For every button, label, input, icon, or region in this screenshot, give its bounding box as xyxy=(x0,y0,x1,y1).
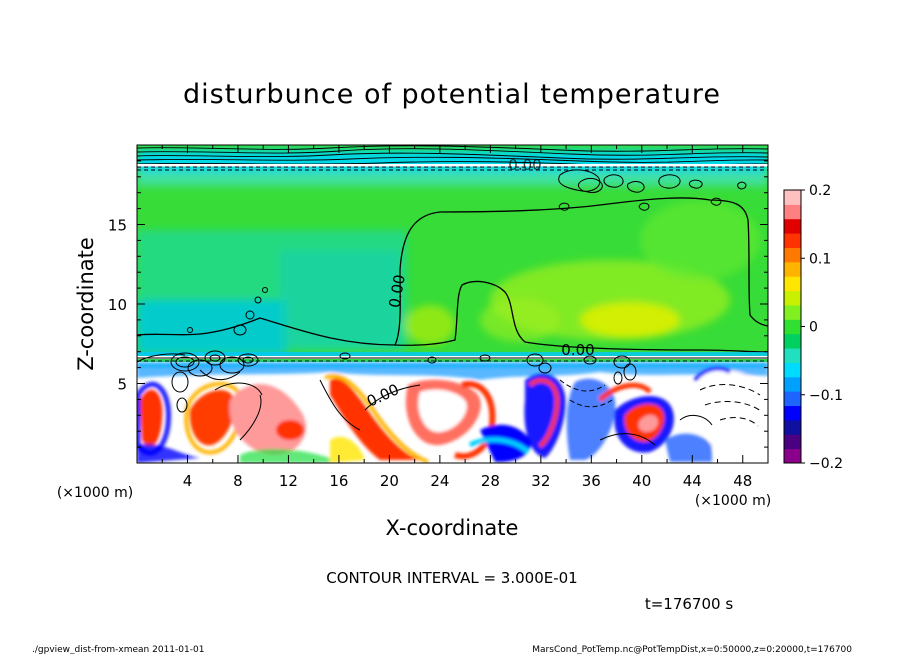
top-white-gap xyxy=(137,164,768,167)
colorbar-tick-label: −0.1 xyxy=(809,388,843,404)
x-tick-label: 16 xyxy=(329,472,348,490)
colorbar-segment xyxy=(784,434,801,450)
x-tick-label: 28 xyxy=(481,472,500,490)
y-tick-label: 15 xyxy=(108,217,127,235)
colorbar-segment xyxy=(784,319,801,335)
colorbar: 0.2 0.1 0 −0.1 −0.2 xyxy=(783,183,843,472)
x-tick-label: 20 xyxy=(380,472,399,490)
top-contour-band xyxy=(137,145,768,171)
chart-title: disturbunce of potential temperature xyxy=(183,79,721,110)
colorbar-segment xyxy=(784,233,801,248)
colorbar-segment xyxy=(784,247,801,263)
colorbar-tick-label: 0.1 xyxy=(809,251,831,267)
y-axis-unit: (×1000 m) xyxy=(57,485,133,501)
colorbar-segment xyxy=(784,261,801,277)
colorbar-segment xyxy=(784,218,801,234)
zero-contour-upper xyxy=(137,197,768,346)
contour-label: 0.00 xyxy=(561,341,594,359)
lower-layer-shading xyxy=(137,362,768,463)
x-tick-label: 8 xyxy=(233,472,243,490)
contour-interval: CONTOUR INTERVAL = 3.000E-01 xyxy=(326,569,577,587)
colorbar-tick-label: −0.2 xyxy=(809,456,843,472)
x-tick-label: 24 xyxy=(430,472,449,490)
colorbar-segment xyxy=(784,362,801,378)
colorbar-tick-label: 0 xyxy=(809,320,818,336)
contour-label: 0.00 xyxy=(508,156,541,174)
x-axis-label: X-coordinate xyxy=(386,516,519,540)
colorbar-segment xyxy=(784,448,801,464)
colorbar-segment xyxy=(784,290,801,306)
mid-cyan-band xyxy=(137,352,768,356)
x-tick-label: 36 xyxy=(582,472,601,490)
lower-contour-lines xyxy=(199,369,763,446)
colorbar-segment xyxy=(784,376,801,392)
colorbar-segment xyxy=(784,333,801,349)
colorbar-segment xyxy=(784,304,801,320)
colorbar-segment xyxy=(784,391,801,407)
plot-field xyxy=(137,145,768,463)
x-tick-label: 12 xyxy=(279,472,298,490)
y-axis: 5 10 15 xyxy=(108,144,768,464)
upper-right-blobs xyxy=(558,169,747,211)
colorbar-segment xyxy=(784,276,801,292)
x-tick-label: 32 xyxy=(531,472,550,490)
contour-label: 0.00 xyxy=(385,273,409,309)
x-tick-label: 40 xyxy=(632,472,651,490)
colorbar-segment xyxy=(784,405,801,421)
colorbar-segment xyxy=(784,190,801,205)
colorbar-segment xyxy=(784,419,801,435)
left-contour-cluster xyxy=(137,287,268,413)
footer-left: ./gpview_dist-from-xmean 2011-01-01 xyxy=(32,645,204,654)
time-label: t=176700 s xyxy=(645,595,733,613)
x-axis-unit: (×1000 m) xyxy=(695,493,771,509)
mid-white-band xyxy=(137,356,768,359)
center-contour-cluster xyxy=(339,352,637,385)
colorbar-segment xyxy=(784,348,801,363)
x-tick-label: 44 xyxy=(683,472,702,490)
x-axis: 4 8 12 16 20 24 28 32 36 40 44 48 xyxy=(136,145,769,490)
y-axis-label: Z-coordinate xyxy=(74,237,98,371)
colorbar-segment xyxy=(784,204,801,220)
y-tick-label: 5 xyxy=(117,376,127,394)
x-tick-label: 48 xyxy=(733,472,752,490)
footer-right: MarsCond_PotTemp.nc@PotTempDist,x=0:5000… xyxy=(532,645,852,654)
colorbar-tick-label: 0.2 xyxy=(809,183,831,199)
y-tick-label: 10 xyxy=(108,296,127,314)
zero-contour-loop xyxy=(394,280,768,353)
x-tick-label: 4 xyxy=(183,472,193,490)
